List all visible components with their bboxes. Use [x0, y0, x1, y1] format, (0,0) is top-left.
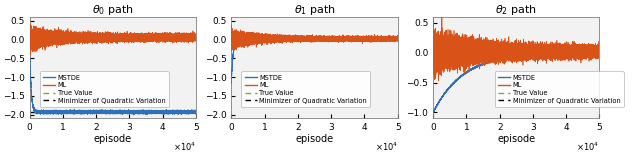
Text: $\times10^4$: $\times10^4$: [576, 141, 600, 153]
Title: $\theta_0$ path: $\theta_0$ path: [92, 3, 134, 17]
X-axis label: episode: episode: [497, 134, 536, 144]
Title: $\theta_2$ path: $\theta_2$ path: [495, 3, 538, 17]
Legend: MSTDE, ML, True Value, Minimizer of Quadratic Variation: MSTDE, ML, True Value, Minimizer of Quad…: [241, 71, 371, 107]
X-axis label: episode: episode: [93, 134, 132, 144]
Text: $\times10^4$: $\times10^4$: [173, 141, 196, 153]
Text: $\times10^4$: $\times10^4$: [374, 141, 397, 153]
X-axis label: episode: episode: [296, 134, 333, 144]
Title: $\theta_1$ path: $\theta_1$ path: [294, 3, 335, 17]
Legend: MSTDE, ML, True Value, Minimizer of Quadratic Variation: MSTDE, ML, True Value, Minimizer of Quad…: [495, 71, 624, 107]
Legend: MSTDE, ML, True Value, Minimizer of Quadratic Variation: MSTDE, ML, True Value, Minimizer of Quad…: [40, 71, 169, 107]
